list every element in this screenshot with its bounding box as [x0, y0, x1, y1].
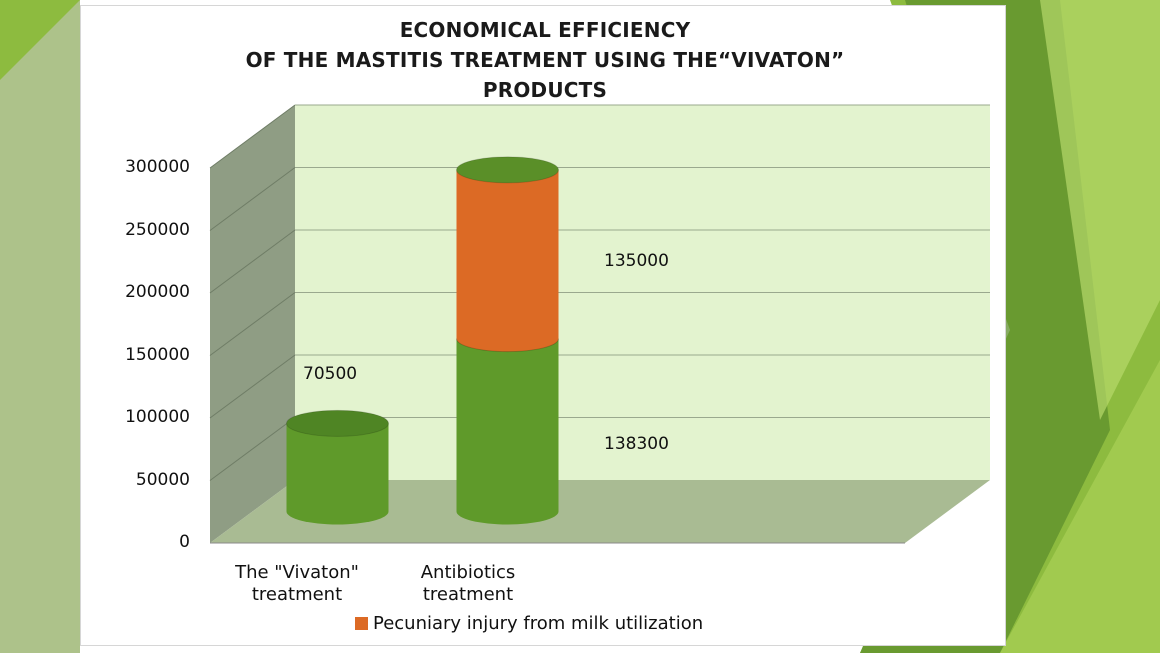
category-label-line: treatment: [251, 584, 343, 605]
bar-1-series-0: [456, 338, 559, 525]
y-tick-label: 300000: [125, 157, 190, 177]
y-tick-label: 100000: [125, 407, 190, 427]
gridline-side: [209, 167, 296, 231]
data-label-antibiotics-green: 138300: [604, 434, 669, 454]
y-tick-label: 250000: [125, 219, 190, 240]
chart-title-line-1: ECONOMICAL EFFICIENCY: [399, 18, 691, 42]
floor: [210, 480, 990, 543]
category-label: The "Vivaton" treatment: [212, 562, 382, 606]
bar-1-series-0-body: [456, 338, 559, 525]
legend-label: Pecuniary injury from milk utilization: [373, 613, 704, 634]
data-label-vivaton: 70500: [303, 364, 358, 384]
bar-1-top-cap: [456, 156, 559, 184]
bar-0-top-cap: [286, 409, 389, 437]
category-label-line: The "Vivaton": [235, 562, 359, 583]
bar-0-series-0: [286, 423, 389, 525]
category-label-line: treatment: [422, 584, 514, 605]
right-green-shape-2: [860, 0, 1110, 653]
bar-1-series-1-body: [456, 169, 559, 352]
category-label-line: Antibiotics: [420, 562, 516, 583]
data-label-antibiotics-orange: 135000: [604, 251, 669, 271]
gridline-side: [209, 354, 296, 419]
bar-1-series-1: [456, 169, 559, 352]
y-tick-label: 150000: [125, 344, 190, 365]
legend: Pecuniary injury from milk utilization: [355, 613, 703, 634]
legend-swatch: [355, 617, 368, 630]
chart-title-line-2: OF THE MASTITIS TREATMENT USING THE“VIVA…: [245, 48, 845, 72]
gridline-side: [209, 229, 296, 294]
y-tick-label: 200000: [125, 282, 190, 302]
right-bottom-shape: [1000, 360, 1160, 653]
category-label: Antibiotics treatment: [383, 562, 553, 606]
y-tick-label: 50000: [135, 469, 190, 490]
right-light-shape: [1040, 0, 1160, 420]
gridline-side: [209, 292, 296, 356]
chart-title-line-3: PRODUCTS: [482, 78, 608, 102]
bar-0-series-0-body: [286, 423, 389, 525]
bar-1-seam: [456, 338, 559, 353]
y-tick-label: 0: [179, 532, 190, 552]
gridline-side: [209, 417, 296, 481]
gridline-side: [209, 104, 296, 169]
left-gray-shape: [0, 0, 80, 653]
